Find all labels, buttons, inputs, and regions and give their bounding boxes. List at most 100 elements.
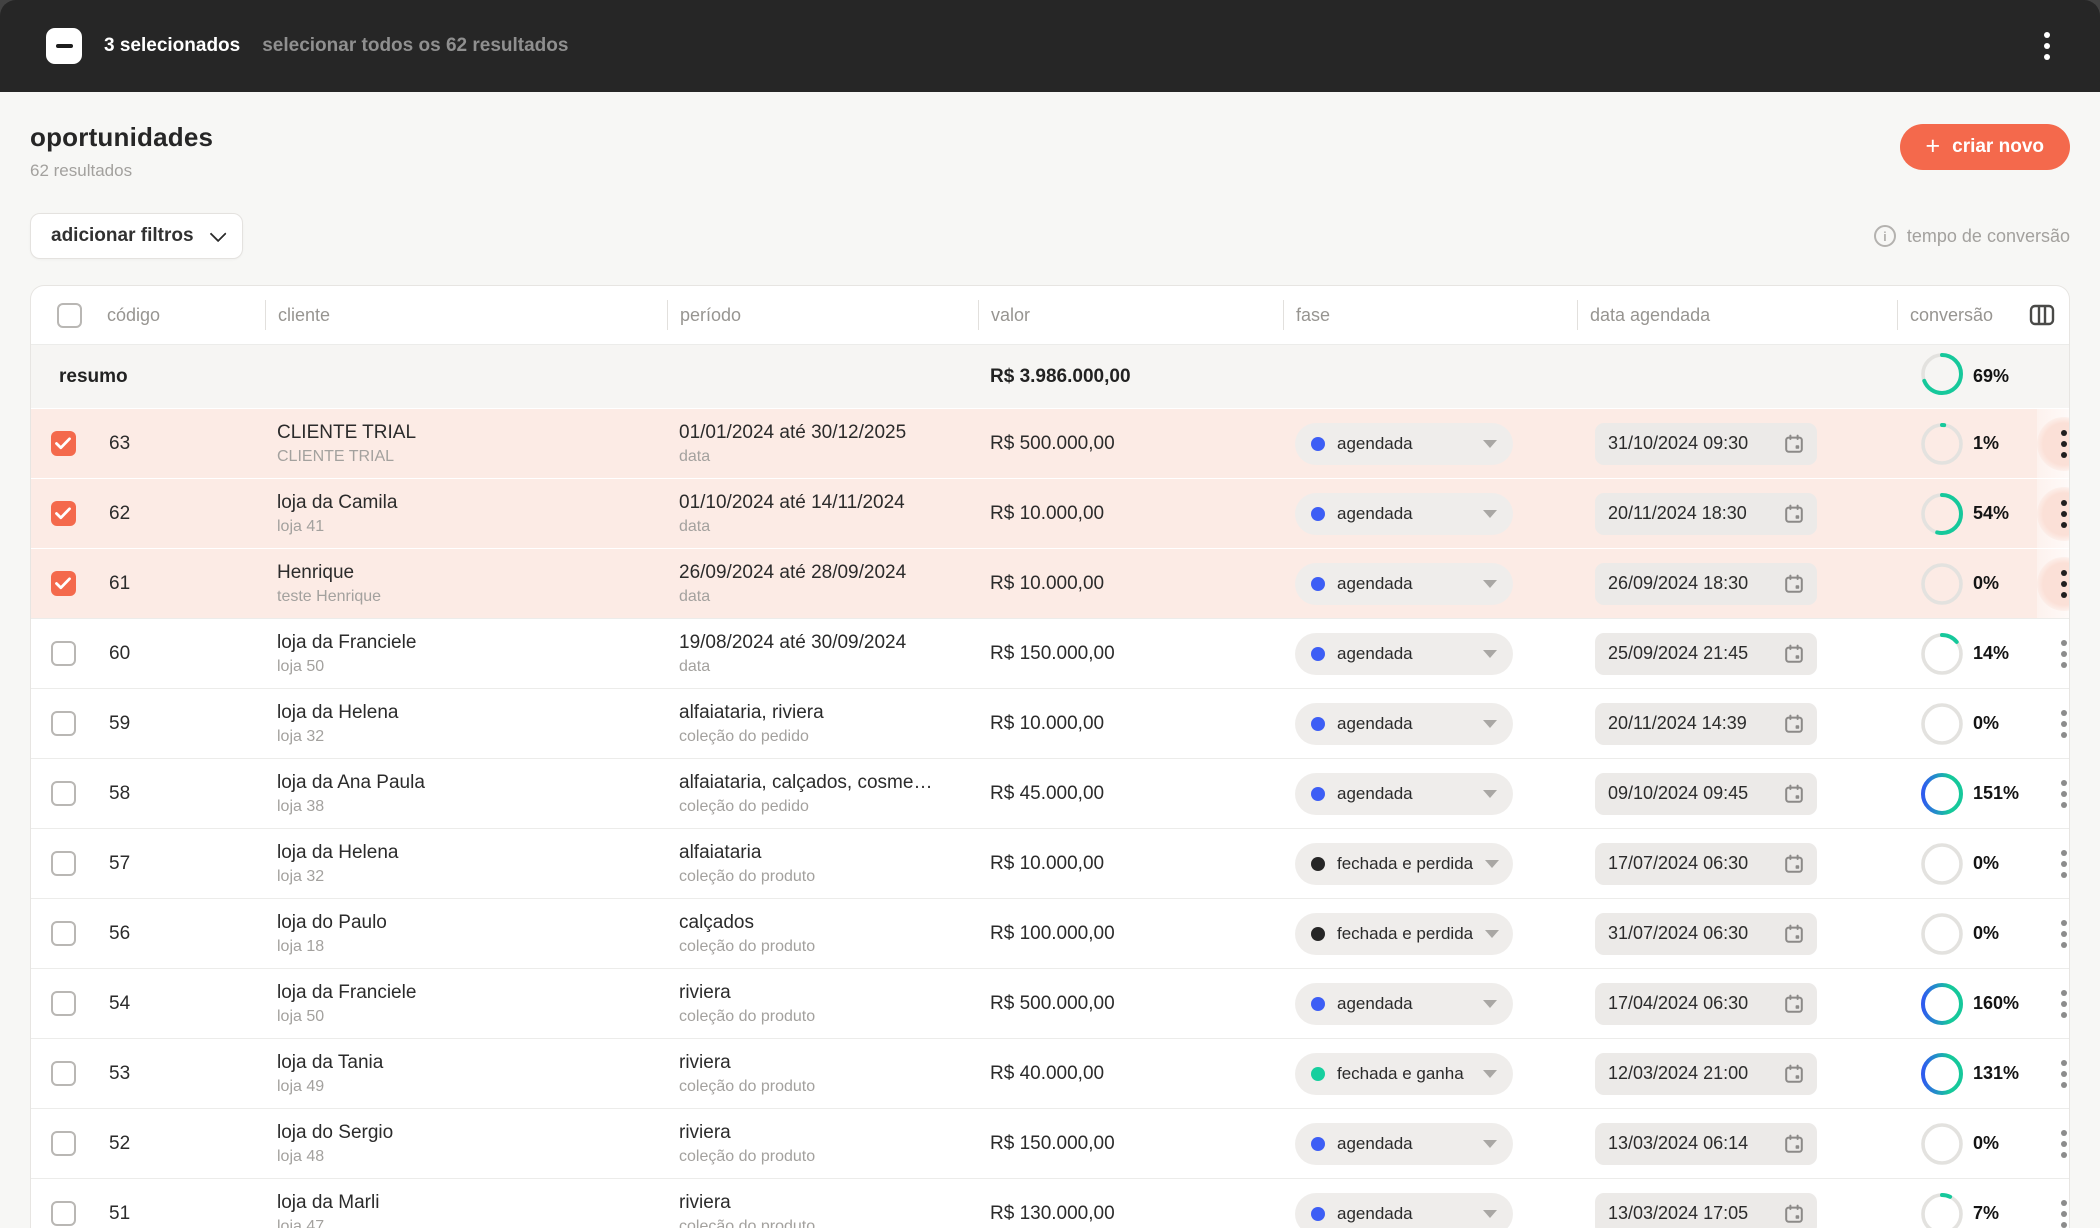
row-checkbox[interactable]	[50, 431, 76, 456]
add-filters-button[interactable]: adicionar filtros	[30, 213, 243, 259]
table-row[interactable]: 62 loja da Camila loja 41 01/10/2024 até…	[31, 478, 2069, 548]
row-codigo: 52	[109, 1132, 131, 1154]
row-actions-kebab-icon[interactable]	[2057, 1056, 2069, 1092]
fase-dropdown[interactable]: agendada	[1295, 632, 1513, 675]
fase-label: agendada	[1337, 643, 1413, 663]
fase-dropdown[interactable]: agendada	[1295, 982, 1513, 1025]
row-cliente: Henrique	[277, 561, 355, 583]
column-header-cliente: cliente	[265, 300, 667, 330]
scheduled-date-picker[interactable]: 13/03/2024 17:05	[1595, 1192, 1817, 1228]
table-row[interactable]: 53 loja da Tania loja 49 riviera coleção…	[31, 1038, 2069, 1108]
header-select-checkbox[interactable]	[56, 302, 82, 328]
scheduled-date-picker[interactable]: 17/07/2024 06:30	[1595, 842, 1817, 885]
fase-dropdown[interactable]: agendada	[1295, 772, 1513, 815]
row-actions-kebab-icon[interactable]	[2057, 706, 2069, 742]
fase-caret-icon	[1483, 1139, 1497, 1148]
table-row[interactable]: 57 loja da Helena loja 32 alfaiataria co…	[31, 828, 2069, 898]
fase-dropdown[interactable]: fechada e perdida	[1295, 912, 1513, 955]
scheduled-date-value: 17/07/2024 06:30	[1608, 853, 1749, 873]
row-codigo: 61	[109, 572, 131, 594]
fase-label: fechada e ganha	[1337, 1063, 1464, 1083]
scheduled-date-picker[interactable]: 26/09/2024 18:30	[1595, 562, 1817, 605]
table-row[interactable]: 60 loja da Franciele loja 50 19/08/2024 …	[31, 618, 2069, 688]
row-cliente-sub: loja 48	[277, 1148, 325, 1166]
row-checkbox[interactable]	[50, 781, 76, 806]
select-all-results-link[interactable]: selecionar todos os 62 resultados	[262, 35, 569, 56]
row-cliente: loja da Tania	[277, 1051, 384, 1073]
table-row[interactable]: 58 loja da Ana Paula loja 38 alfaiataria…	[31, 758, 2069, 828]
calendar-icon	[1785, 714, 1803, 733]
conversion-time-toggle[interactable]: i tempo de conversão	[1873, 225, 2070, 247]
fase-dropdown[interactable]: agendada	[1295, 422, 1513, 465]
row-periodo-sub: coleção do produto	[679, 1148, 816, 1166]
table-row[interactable]: 52 loja do Sergio loja 48 riviera coleçã…	[31, 1108, 2069, 1178]
row-checkbox[interactable]	[50, 921, 76, 946]
columns-settings-icon[interactable]	[2029, 303, 2055, 327]
table-row[interactable]: 56 loja do Paulo loja 18 calçados coleçã…	[31, 898, 2069, 968]
fase-dropdown[interactable]: agendada	[1295, 1192, 1513, 1228]
fase-label: agendada	[1337, 1133, 1413, 1153]
scheduled-date-picker[interactable]: 13/03/2024 06:14	[1595, 1122, 1817, 1165]
conversion-ring	[1921, 353, 1963, 395]
row-actions-kebab-icon[interactable]	[2057, 636, 2069, 672]
row-actions-kebab-icon[interactable]	[2057, 916, 2069, 952]
conversion-ring	[1921, 982, 1963, 1025]
scheduled-date-value: 12/03/2024 21:00	[1608, 1063, 1749, 1083]
row-codigo: 51	[109, 1202, 131, 1224]
row-checkbox[interactable]	[50, 641, 76, 666]
plus-icon: +	[1925, 131, 1941, 160]
fase-dropdown[interactable]: agendada	[1295, 702, 1513, 745]
scheduled-date-picker[interactable]: 25/09/2024 21:45	[1595, 632, 1817, 675]
row-checkbox[interactable]	[50, 1061, 76, 1086]
row-actions-kebab-icon[interactable]	[2057, 986, 2069, 1022]
fase-dropdown[interactable]: agendada	[1295, 492, 1513, 535]
calendar-icon	[1785, 1204, 1803, 1223]
row-actions-kebab-icon[interactable]	[2057, 846, 2069, 882]
results-count: 62 resultados	[30, 161, 133, 180]
fase-dropdown[interactable]: fechada e ganha	[1295, 1052, 1513, 1095]
create-new-button[interactable]: + criar novo	[1899, 124, 2070, 170]
row-periodo: 19/08/2024 até 30/09/2024	[679, 631, 907, 653]
row-checkbox[interactable]	[50, 1131, 76, 1156]
add-filters-label: adicionar filtros	[51, 225, 194, 246]
page: oportunidades 62 resultados + criar novo…	[0, 92, 2100, 1228]
row-codigo: 54	[109, 992, 131, 1014]
table-row[interactable]: 59 loja da Helena loja 32 alfaiataria, r…	[31, 688, 2069, 758]
scheduled-date-picker[interactable]: 20/11/2024 14:39	[1595, 702, 1817, 745]
row-cliente-sub: loja 18	[277, 938, 325, 956]
row-conversion: 0%	[1897, 841, 2037, 887]
scheduled-date-picker[interactable]: 17/04/2024 06:30	[1595, 982, 1817, 1025]
scheduled-date-picker[interactable]: 12/03/2024 21:00	[1595, 1052, 1817, 1095]
table-row[interactable]: 51 loja da Marli loja 47 riviera coleção…	[31, 1178, 2069, 1228]
row-actions-kebab-icon[interactable]	[2057, 566, 2069, 602]
fase-dropdown[interactable]: agendada	[1295, 1122, 1513, 1165]
fase-dropdown[interactable]: agendada	[1295, 562, 1513, 605]
row-conversion: 7%	[1897, 1191, 2037, 1228]
selection-indeterminate-checkbox[interactable]	[46, 28, 82, 64]
table-row[interactable]: 63 CLIENTE TRIAL CLIENTE TRIAL 01/01/202…	[31, 408, 2069, 478]
fase-caret-icon	[1483, 999, 1497, 1008]
fase-dropdown[interactable]: fechada e perdida	[1295, 842, 1513, 885]
scheduled-date-picker[interactable]: 09/10/2024 09:45	[1595, 772, 1817, 815]
row-conversion-pct: 0%	[1973, 713, 2000, 733]
table-row[interactable]: 61 Henrique teste Henrique 26/09/2024 at…	[31, 548, 2069, 618]
row-actions-kebab-icon[interactable]	[2057, 496, 2069, 532]
row-checkbox[interactable]	[50, 851, 76, 876]
scheduled-date-picker[interactable]: 31/10/2024 09:30	[1595, 422, 1817, 465]
row-checkbox[interactable]	[50, 991, 76, 1016]
row-actions-kebab-icon[interactable]	[2057, 1126, 2069, 1162]
row-checkbox[interactable]	[50, 711, 76, 736]
table-row[interactable]: 54 loja da Franciele loja 50 riviera col…	[31, 968, 2069, 1038]
scheduled-date-picker[interactable]: 31/07/2024 06:30	[1595, 912, 1817, 955]
row-actions-kebab-icon[interactable]	[2057, 776, 2069, 812]
check-icon	[55, 507, 71, 520]
selection-actions-kebab-icon[interactable]	[2040, 28, 2054, 64]
calendar-icon	[1785, 784, 1803, 803]
row-checkbox[interactable]	[50, 571, 76, 596]
row-checkbox[interactable]	[50, 1201, 76, 1226]
row-actions-kebab-icon[interactable]	[2057, 426, 2069, 462]
scheduled-date-picker[interactable]: 20/11/2024 18:30	[1595, 492, 1817, 535]
row-actions-kebab-icon[interactable]	[2057, 1196, 2069, 1228]
row-checkbox[interactable]	[50, 501, 76, 526]
row-conversion-pct: 14%	[1973, 643, 2010, 663]
